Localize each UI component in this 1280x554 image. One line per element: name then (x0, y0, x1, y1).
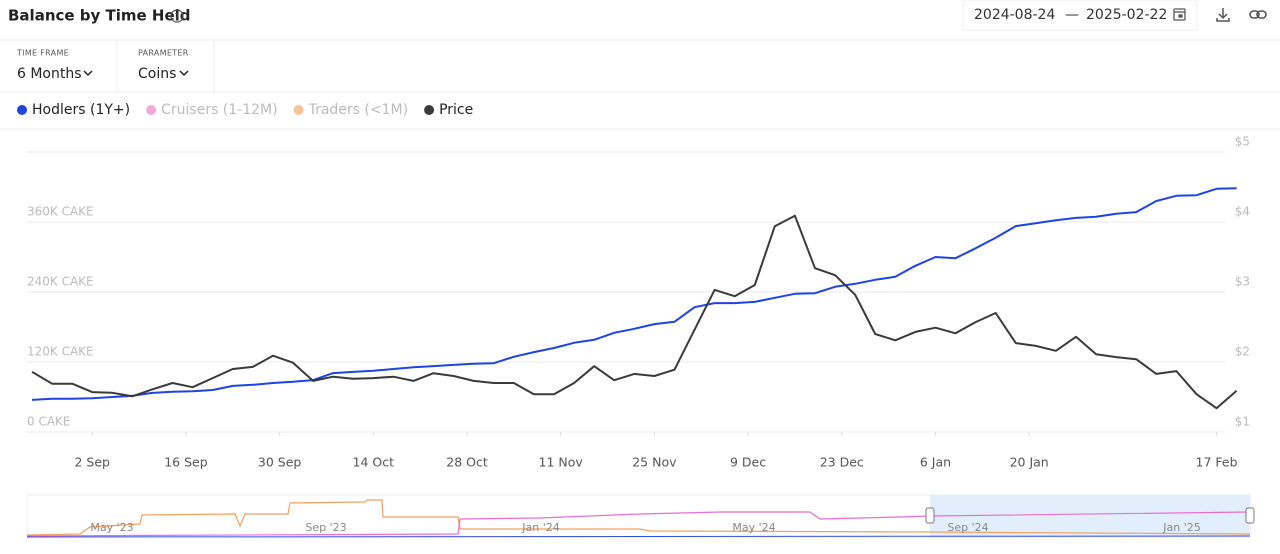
x-tick-label: 20 Jan (1010, 455, 1049, 470)
plot: $1 $2 $3 $4 $5 0 CAKE 120K CAKE 240K CAKE 360K C… (27, 135, 1250, 470)
y2-tick-label: $3 (1235, 275, 1250, 289)
navigator-label: May '23 (90, 521, 133, 534)
chevron (179, 70, 189, 77)
parameter-label: PARAMETER (138, 49, 189, 58)
svg-text:?: ? (175, 13, 180, 23)
series-line (31, 214, 1238, 410)
help-icon[interactable]: ? (170, 9, 184, 23)
legend-label[interactable]: Hodlers (1Y+) (32, 102, 130, 118)
y-tick-label: 360K CAKE (27, 205, 94, 219)
navigator-label: Sep '23 (305, 521, 346, 534)
series-line (31, 187, 1237, 401)
y2-tick-label: $1 (1235, 415, 1250, 429)
navigator-label: May '24 (732, 521, 775, 534)
date-from: 2024-08-24 (974, 7, 1055, 23)
y-tick-label: 240K CAKE (27, 275, 94, 289)
legend-marker (293, 105, 304, 115)
legend-marker (146, 105, 157, 115)
y-tick-label: 120K CAKE (27, 345, 94, 359)
y2-tick-label: $5 (1235, 135, 1250, 149)
date-to: 2025-02-22 (1086, 7, 1167, 23)
link-icon[interactable] (1249, 10, 1267, 19)
download-icon[interactable] (1216, 8, 1230, 22)
legend-marker (424, 105, 435, 115)
x-tick-label: 14 Oct (353, 455, 395, 470)
calendar-icon[interactable] (1173, 8, 1186, 21)
x-tick-label: 17 Feb (1196, 455, 1238, 470)
time-frame-select[interactable]: 6 Months (17, 66, 82, 82)
chevron (83, 70, 93, 77)
y-tick-label: 0 CAKE (27, 415, 71, 429)
y2-tick-label: $4 (1235, 205, 1250, 219)
time-frame-label: TIME FRAME (16, 49, 69, 58)
date-range[interactable] (962, 0, 1198, 31)
date-separator: — (1065, 7, 1079, 23)
parameter-select[interactable]: Coins (138, 66, 176, 82)
x-tick-label: 2 Sep (74, 455, 110, 470)
chart-title: Balance by Time Held (8, 7, 191, 25)
x-tick-label: 28 Oct (446, 455, 488, 470)
x-tick-label: 11 Nov (539, 455, 584, 470)
navigator: May '23 Sep '23 Jan '24 May '24 Sep '24 Jan '… (26, 494, 1255, 538)
navigator-label: Sep '24 (947, 521, 988, 534)
navigator-label: Jan '25 (1162, 521, 1200, 534)
legend-label[interactable]: Traders (<1M) (308, 102, 408, 118)
legend: Hodlers (1Y+) Cruisers (1-12M) Traders (<1… (17, 102, 473, 118)
legend-label[interactable]: Price (439, 102, 473, 118)
x-tick-label: 9 Dec (730, 455, 766, 470)
x-tick-label: 25 Nov (632, 455, 677, 470)
navigator-label: Jan '24 (521, 521, 559, 534)
y2-tick-label: $2 (1235, 345, 1250, 359)
x-tick-label: 16 Sep (164, 455, 208, 470)
x-tick-label: 23 Dec (820, 455, 864, 470)
x-tick-label: 30 Sep (258, 455, 302, 470)
x-tick-label: 6 Jan (920, 455, 951, 470)
legend-label[interactable]: Cruisers (1-12M) (161, 102, 277, 118)
legend-marker (17, 105, 27, 115)
